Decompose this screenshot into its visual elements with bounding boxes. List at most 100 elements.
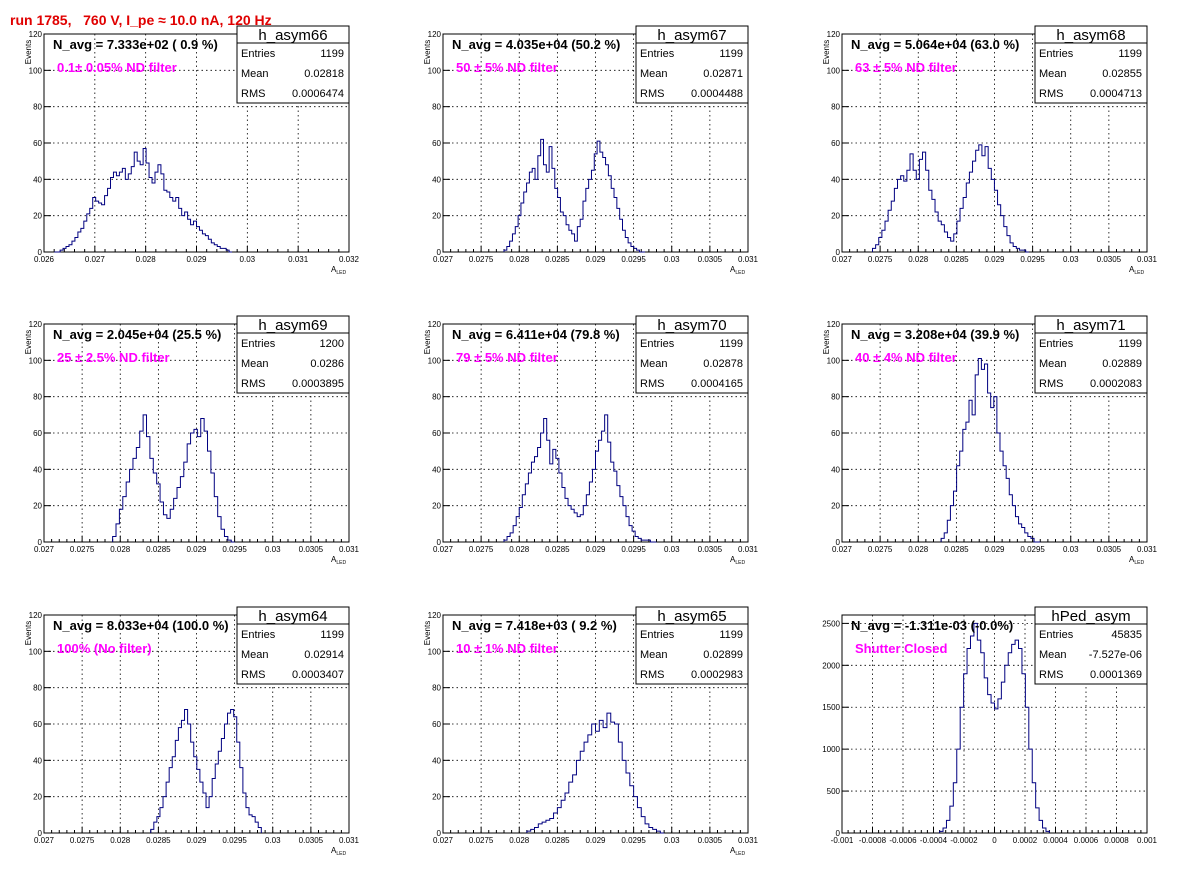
y-tick-label: 0 — [836, 538, 841, 547]
stat-label: Entries — [640, 338, 675, 350]
x-tick-label: 0.0275 — [469, 545, 494, 554]
histogram-series-h_asym68 — [872, 144, 1029, 253]
y-tick-label: 0 — [836, 248, 841, 257]
stat-value: 0.02855 — [1102, 68, 1142, 80]
x-tick-label: 0.031 — [738, 255, 759, 264]
x-tick-label: 0.0305 — [698, 545, 723, 554]
x-tick-label: 0.0275 — [469, 255, 494, 264]
histogram-panel-h_asym66: 0.026 0.027 0.028 0.029 0.03 0.031 0.032 0 20 40 6… — [24, 25, 360, 276]
x-axis-label: ALED — [730, 555, 745, 566]
y-tick-label: 20 — [33, 212, 42, 221]
y-tick-label: 20 — [432, 502, 441, 511]
stat-value: 1199 — [719, 338, 743, 350]
x-tick-label: 0.028 — [908, 255, 929, 264]
y-axis-label: Events — [822, 40, 831, 64]
x-tick-label: 0.03 — [1063, 545, 1079, 554]
x-tick-label: 0.03 — [240, 255, 256, 264]
stat-label: RMS — [241, 378, 265, 390]
y-tick-label: 40 — [831, 465, 840, 474]
y-axis-label: Events — [24, 330, 33, 354]
y-tick-label: 0 — [38, 248, 43, 257]
y-tick-label: 1500 — [822, 703, 840, 712]
histogram-panel-h_asym67: 0.027 0.0275 0.028 0.0285 0.029 0.0295 0.03 0.0… — [423, 25, 759, 276]
y-axis-label: Events — [24, 40, 33, 64]
histogram-panel-hPed_asym: -0.001 -0.0008 -0.0006 -0.0004 -0.0002 0 0.000… — [822, 606, 1158, 845]
y-tick-label: 60 — [831, 429, 840, 438]
x-tick-label: 0.0285 — [146, 836, 171, 845]
hist-name-label: h_asym64 — [258, 608, 327, 625]
histogram-panel-h_asym68: 0.027 0.0275 0.028 0.0285 0.029 0.0295 0.03 0.0… — [822, 25, 1158, 276]
y-tick-label: 20 — [432, 212, 441, 221]
x-tick-label: 0.029 — [984, 255, 1005, 264]
stat-label: RMS — [640, 88, 664, 100]
stats-box — [236, 315, 350, 394]
x-tick-label: 0.0004 — [1043, 836, 1068, 845]
x-tick-label: 0.0285 — [545, 836, 570, 845]
x-tick-label: 0.029 — [585, 255, 606, 264]
navg-label: N_avg = 4.035e+04 (50.2 %) — [452, 37, 620, 52]
x-tick-label: 0.0305 — [698, 836, 723, 845]
x-tick-label: 0.028 — [908, 545, 929, 554]
stat-value: 0.0002983 — [691, 669, 743, 681]
navg-label: N_avg = -1.311e-03 (-0.0%) — [851, 618, 1013, 633]
y-tick-label: 60 — [831, 139, 840, 148]
filter-label: 25 ± 2.5% ND filter — [57, 350, 170, 365]
y-tick-label: 0 — [437, 248, 442, 257]
x-tick-label: 0.027 — [832, 545, 853, 554]
y-tick-label: 120 — [428, 611, 442, 620]
x-tick-label: 0.03 — [664, 836, 680, 845]
stats-box — [236, 25, 350, 104]
x-tick-label: 0.0295 — [1020, 545, 1045, 554]
navg-label: N_avg = 7.418e+03 ( 9.2 %) — [452, 618, 617, 633]
histogram-panel-h_asym69: 0.027 0.0275 0.028 0.0285 0.029 0.0295 0.03 0.0… — [24, 315, 360, 566]
stat-label: Mean — [241, 358, 269, 370]
y-tick-label: 0 — [437, 538, 442, 547]
stat-value: 0.0004488 — [691, 88, 743, 100]
stat-value: 0.0001369 — [1090, 669, 1142, 681]
stat-label: RMS — [640, 378, 664, 390]
stat-value: 0.0006474 — [292, 88, 344, 100]
x-tick-label: 0.0285 — [545, 255, 570, 264]
x-tick-label: 0.027 — [34, 836, 55, 845]
y-tick-label: 100 — [428, 66, 442, 75]
hist-name-label: h_asym66 — [258, 27, 327, 44]
x-tick-label: 0.0305 — [299, 836, 324, 845]
y-tick-label: 40 — [432, 756, 441, 765]
y-axis-label: Events — [822, 330, 831, 354]
stat-value: 0.0004713 — [1090, 88, 1142, 100]
stat-value: 0.02914 — [304, 649, 344, 661]
x-axis-label: ALED — [331, 265, 346, 276]
histogram-series-h_asym67 — [503, 138, 646, 253]
histogram-series-h_asym66 — [54, 147, 233, 253]
x-tick-label: 0.0008 — [1104, 836, 1129, 845]
navg-label: N_avg = 5.064e+04 (63.0 %) — [851, 37, 1019, 52]
x-tick-label: 0.031 — [288, 255, 309, 264]
stat-label: Mean — [640, 68, 668, 80]
hist-name-label: h_asym67 — [657, 27, 726, 44]
y-tick-label: 40 — [432, 465, 441, 474]
filter-label: 50 ± 5% ND filter — [456, 60, 558, 75]
x-tick-label: 0.03 — [1063, 255, 1079, 264]
x-tick-label: 0.03 — [664, 255, 680, 264]
run-title: run 1785, 760 V, I_pe ≈ 10.0 nA, 120 Hz — [10, 12, 272, 28]
y-tick-label: 0 — [437, 829, 442, 838]
stat-label: Mean — [1039, 358, 1067, 370]
stat-label: Entries — [241, 48, 276, 60]
x-tick-label: 0.029 — [984, 545, 1005, 554]
x-tick-label: 0.032 — [339, 255, 360, 264]
x-tick-label: 0.031 — [1137, 545, 1158, 554]
y-tick-label: 20 — [831, 502, 840, 511]
filter-label: 79 ± 5% ND filter — [456, 350, 558, 365]
x-tick-label: 0.0305 — [1097, 545, 1122, 554]
x-tick-label: 0.0295 — [1020, 255, 1045, 264]
y-tick-label: 80 — [831, 393, 840, 402]
stat-label: Mean — [241, 649, 269, 661]
y-tick-label: 40 — [33, 465, 42, 474]
stat-label: RMS — [1039, 378, 1063, 390]
x-tick-label: 0.0305 — [1097, 255, 1122, 264]
navg-label: N_avg = 3.208e+04 (39.9 %) — [851, 327, 1019, 342]
y-tick-label: 120 — [827, 320, 841, 329]
stat-label: Mean — [640, 358, 668, 370]
x-tick-label: 0.0295 — [621, 836, 646, 845]
